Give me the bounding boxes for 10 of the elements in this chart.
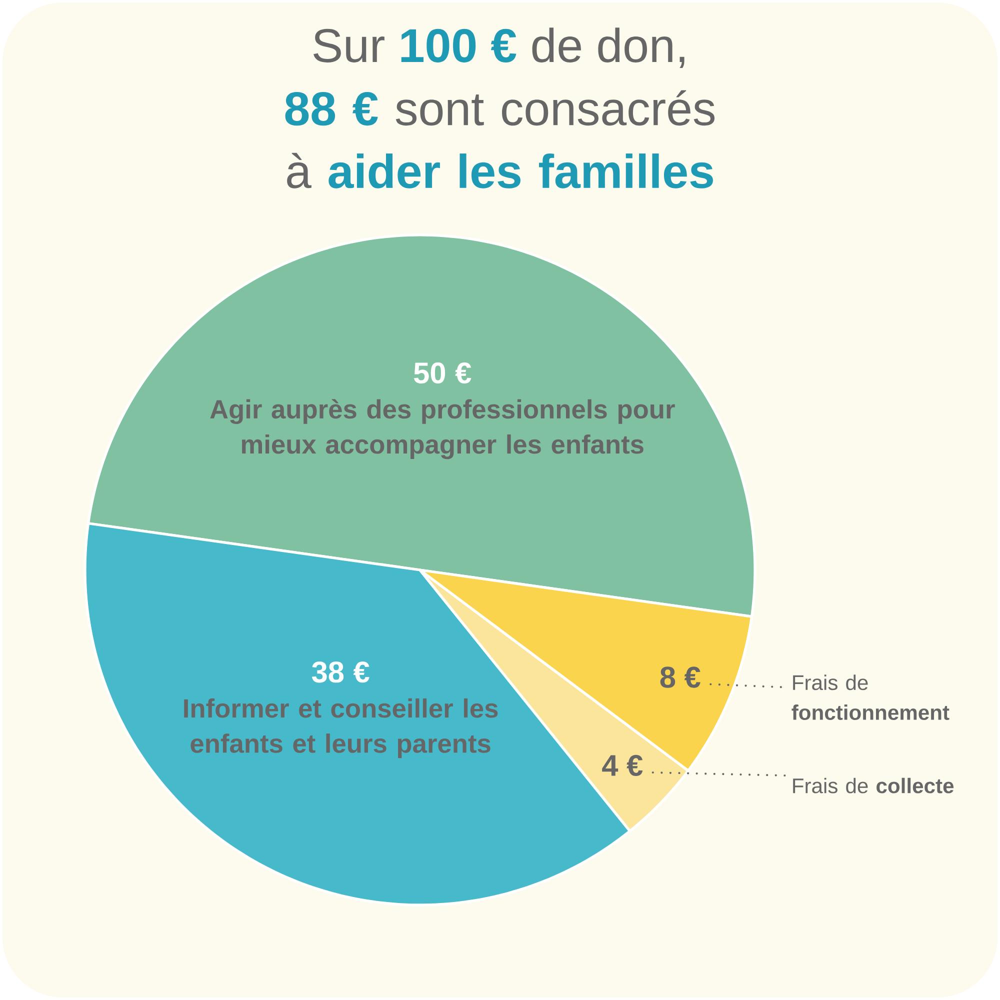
slice-label: Agir auprès des professionnels pour mieux accompagner les enfants <box>210 399 675 460</box>
slice-label: Informer et conseiller les enfants et leurs parents <box>184 698 498 758</box>
slice-label: Frais de fonctionnement <box>792 674 950 720</box>
text: 88 € sont consacrés à aider les familles <box>285 90 715 188</box>
chart-title: Sur 100 € de don, <box>314 28 684 68</box>
data-label: 8 € <box>660 666 700 688</box>
slice-label: Frais de collecte <box>793 778 954 794</box>
data-label: 50 € <box>414 362 472 384</box>
data-label: 38 € <box>312 662 370 683</box>
data-label: 4 € <box>602 754 643 776</box>
